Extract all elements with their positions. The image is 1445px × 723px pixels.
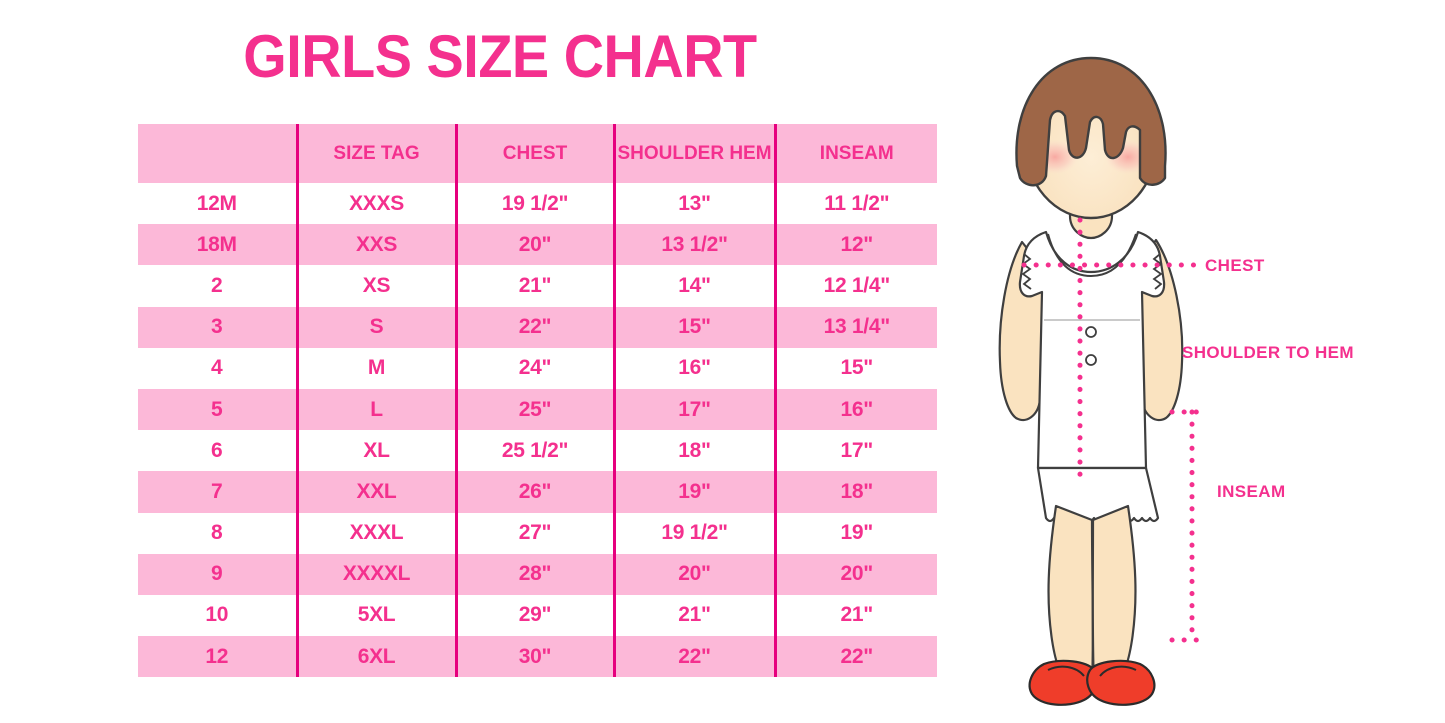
cell-size-tag: 6XL (295, 636, 456, 678)
cell-chest: 25 1/2" (454, 430, 614, 472)
cell-chest: 30" (454, 636, 614, 678)
table-row: 8 XXXL 27" 19 1/2" 19" (138, 512, 937, 554)
cell-shoulder-hem: 15" (612, 306, 775, 348)
cell-chest: 28" (454, 553, 614, 595)
cell-size: 9 (138, 553, 297, 595)
ruffle-left (1021, 253, 1032, 290)
cell-size-tag: XXXXL (295, 553, 456, 595)
table-row: 2 XS 21" 14" 12 1/4" (138, 265, 937, 307)
cell-size-tag: XXXS (295, 183, 456, 225)
cell-inseam: 12" (773, 224, 937, 266)
cell-size-tag: S (295, 306, 456, 348)
white-sleeveless-top (1018, 230, 1166, 470)
red-mary-jane-shoes (1028, 659, 1156, 706)
label-chest: CHEST (1205, 256, 1265, 275)
cell-size: 6 (138, 430, 297, 472)
cell-shoulder-hem: 19 1/2" (612, 512, 775, 554)
cell-size-tag: XXXL (295, 512, 456, 554)
column-header-chest: CHEST (454, 124, 614, 183)
cell-shoulder-hem: 13" (612, 183, 775, 225)
neckline (1047, 233, 1137, 278)
table-row: 10 5XL 29" 21" 21" (138, 594, 937, 637)
cell-size: 7 (138, 471, 297, 513)
cell-shoulder-hem: 19" (612, 471, 775, 513)
cell-chest: 24" (454, 347, 614, 389)
cell-size: 12 (138, 636, 297, 678)
shoe-strap-left (1047, 665, 1085, 677)
shoe-strap-right (1099, 665, 1137, 677)
cell-shoulder-hem: 18" (612, 430, 775, 472)
cell-inseam: 11 1/2" (773, 183, 937, 225)
cell-size: 4 (138, 347, 297, 389)
cell-size: 12M (138, 183, 297, 225)
cell-inseam: 20" (773, 553, 937, 595)
cell-size-tag: 5XL (295, 594, 456, 637)
cell-chest: 21" (454, 265, 614, 307)
table-row: 7 XXL 26" 19" 18" (138, 471, 937, 513)
cell-inseam: 12 1/4" (773, 265, 937, 307)
cell-size: 10 (138, 594, 297, 637)
cell-size-tag: XS (295, 265, 456, 307)
cell-inseam: 16" (773, 388, 937, 431)
leg-left (1047, 504, 1094, 686)
table-row: 12 6XL 30" 22" 22" (138, 636, 937, 678)
table-row: 4 M 24" 16" 15" (138, 347, 937, 389)
cell-inseam: 18" (773, 471, 937, 513)
page-title: GIRLS SIZE CHART (243, 23, 757, 90)
button-bottom (1085, 354, 1097, 366)
cell-size: 8 (138, 512, 297, 554)
table-row: 12M XXXS 19 1/2" 13" 11 1/2" (138, 183, 937, 225)
button-top (1085, 326, 1097, 338)
cell-size: 3 (138, 306, 297, 348)
cell-shoulder-hem: 16" (612, 347, 775, 389)
hair-bob (1015, 56, 1167, 187)
cell-inseam: 15" (773, 347, 937, 389)
cell-size: 18M (138, 224, 297, 266)
column-header-size (138, 124, 297, 183)
cell-shoulder-hem: 17" (612, 388, 775, 431)
cell-inseam: 17" (773, 430, 937, 472)
cell-size-tag: XXL (295, 471, 456, 513)
column-header-inseam: INSEAM (773, 124, 937, 183)
label-shoulder-to-hem: SHOULDER TO HEM (1182, 343, 1354, 362)
cell-chest: 29" (454, 594, 614, 637)
girl-figure-illustration (960, 20, 1445, 710)
cell-size: 5 (138, 388, 297, 431)
cell-chest: 22" (454, 306, 614, 348)
column-header-shoulder-hem: SHOULDER HEM (612, 124, 775, 183)
ruffle-right (1152, 253, 1163, 290)
leg-right (1091, 504, 1137, 686)
cell-shoulder-hem: 20" (612, 553, 775, 595)
cell-size-tag: M (295, 347, 456, 389)
cell-chest: 19 1/2" (454, 183, 614, 225)
cell-inseam: 13 1/4" (773, 306, 937, 348)
cell-shoulder-hem: 13 1/2" (612, 224, 775, 266)
column-header-size-tag: SIZE TAG (295, 124, 456, 183)
cell-shoulder-hem: 21" (612, 594, 775, 637)
table-header-row: SIZE TAG CHEST SHOULDER HEM INSEAM (138, 124, 937, 183)
table-row: 5 L 25" 17" 16" (138, 388, 937, 431)
cell-size: 2 (138, 265, 297, 307)
cell-size-tag: XXS (295, 224, 456, 266)
table-row: 6 XL 25 1/2" 18" 17" (138, 430, 937, 472)
cell-shoulder-hem: 14" (612, 265, 775, 307)
cell-chest: 20" (454, 224, 614, 266)
cell-inseam: 21" (773, 594, 937, 637)
cell-shoulder-hem: 22" (612, 636, 775, 678)
cell-chest: 27" (454, 512, 614, 554)
table-row: 18M XXS 20" 13 1/2" 12" (138, 224, 937, 266)
size-chart-table: SIZE TAG CHEST SHOULDER HEM INSEAM 12M XX… (138, 124, 937, 678)
cell-inseam: 19" (773, 512, 937, 554)
table-row: 9 XXXXL 28" 20" 20" (138, 553, 937, 595)
cell-size-tag: XL (295, 430, 456, 472)
cell-chest: 26" (454, 471, 614, 513)
cell-inseam: 22" (773, 636, 937, 678)
label-inseam: INSEAM (1217, 482, 1286, 501)
cell-size-tag: L (295, 388, 456, 431)
cell-chest: 25" (454, 388, 614, 431)
table-row: 3 S 22" 15" 13 1/4" (138, 306, 937, 348)
